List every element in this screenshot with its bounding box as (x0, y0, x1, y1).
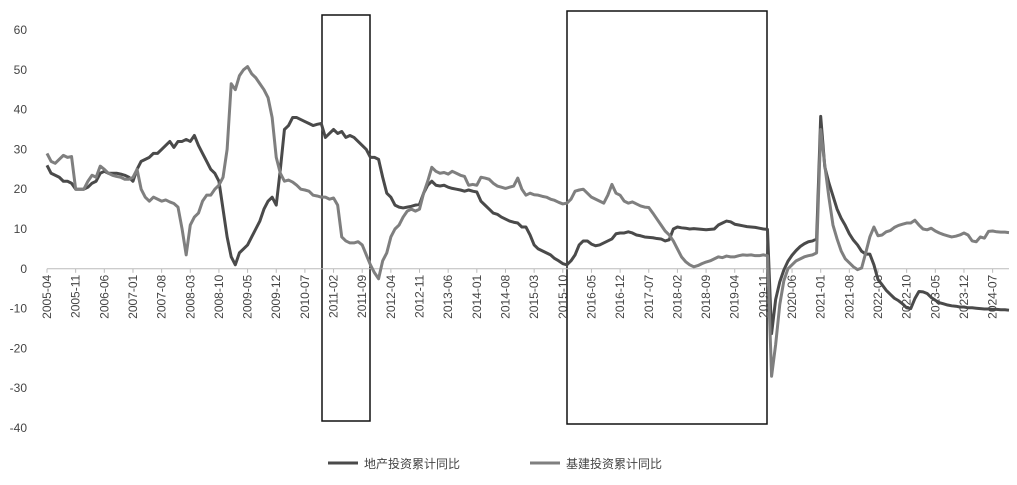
y-tick-label: 50 (14, 63, 28, 77)
x-tick-label: 2009-05 (241, 274, 255, 318)
y-tick-label: 30 (14, 142, 28, 156)
x-tick-label: 2022-10 (900, 274, 914, 318)
x-tick-label: 2005-11 (69, 274, 83, 317)
y-tick-label: 40 (14, 103, 28, 117)
y-tick-label: -20 (10, 341, 28, 355)
x-tick-label: 2005-04 (40, 274, 54, 318)
x-tick-label: 2017-07 (642, 274, 656, 318)
x-tick-label: 2013-06 (441, 274, 455, 318)
x-tick-label: 2021-01 (814, 274, 828, 318)
x-tick-label: 2018-09 (699, 274, 713, 318)
x-tick-label: 2008-10 (212, 274, 226, 318)
x-tick-label: 2015-10 (556, 274, 570, 318)
x-tick-label: 2019-04 (728, 274, 742, 318)
x-tick-label: 2009-12 (269, 274, 283, 318)
x-tick-label: 2018-02 (670, 274, 684, 318)
highlight-box (566, 10, 768, 425)
x-tick-label: 2014-01 (470, 274, 484, 318)
series-line (45, 114, 1010, 336)
x-tick-label: 2014-08 (498, 274, 512, 318)
x-tick-label: 2010-07 (298, 274, 312, 318)
x-tick-label: 2008-03 (183, 274, 197, 318)
x-tick-label: 2020-06 (785, 274, 799, 318)
x-tick-label: 2016-05 (584, 274, 598, 318)
x-tick-label: 2023-12 (957, 274, 971, 318)
x-tick-label: 2024-07 (986, 274, 1000, 318)
x-tick-label: 2011-09 (355, 274, 369, 317)
x-tick-label: 2015-03 (527, 274, 541, 318)
x-tick-label: 2021-08 (842, 274, 856, 318)
x-tick-label: 2023-05 (928, 274, 942, 318)
legend-label: 基建投资累计同比 (566, 456, 662, 471)
legend-label: 地产投资累计同比 (364, 456, 460, 471)
y-tick-label: 10 (14, 222, 28, 236)
y-tick-label: 0 (20, 262, 27, 276)
y-tick-label: -40 (10, 421, 28, 435)
x-tick-label: 2012-11 (413, 274, 427, 317)
highlight-box (321, 14, 371, 422)
x-tick-label: 2006-06 (97, 274, 111, 318)
y-tick-label: -30 (10, 381, 28, 395)
x-tick-label: 2012-04 (384, 274, 398, 318)
y-tick-label: -10 (10, 302, 28, 316)
y-tick-label: 20 (14, 182, 28, 196)
x-tick-label: 2016-12 (613, 274, 627, 318)
x-tick-label: 2007-01 (126, 274, 140, 318)
x-tick-label: 2019-11 (756, 274, 770, 317)
x-tick-label: 2011-02 (327, 274, 341, 317)
series-line (45, 65, 1010, 378)
x-tick-label: 2007-08 (155, 274, 169, 318)
y-tick-label: 60 (14, 23, 28, 37)
